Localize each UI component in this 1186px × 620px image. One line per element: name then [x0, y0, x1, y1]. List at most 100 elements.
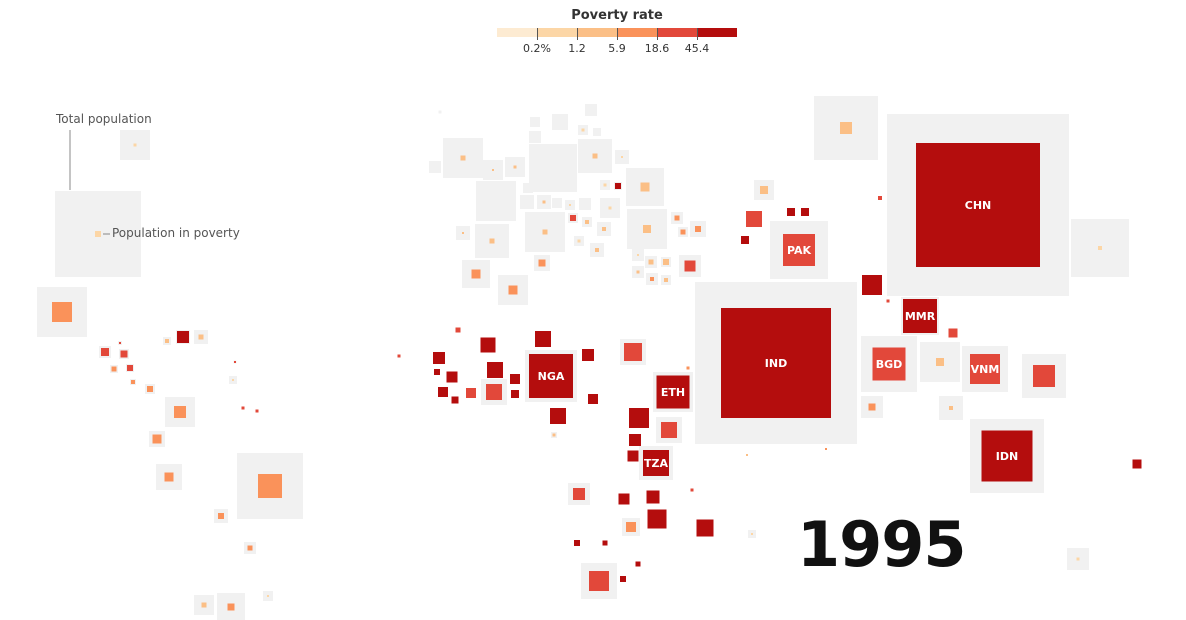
africa-country-poverty	[446, 371, 458, 383]
africa-country-poverty	[618, 493, 630, 505]
asia-country-poverty	[825, 448, 827, 450]
legend-tick	[657, 28, 658, 40]
asia-country-poverty	[1076, 557, 1080, 561]
asia-country-poverty	[1132, 459, 1142, 469]
europe-country-population	[476, 181, 516, 221]
asia-country-poverty	[741, 236, 749, 244]
poverty-rate-legend: Poverty rate 0.2% 1.2 5.9 18.6 45.4	[0, 0, 1186, 70]
europe-country-poverty	[492, 169, 494, 171]
europe-country-poverty	[664, 278, 668, 282]
europe-country-poverty	[570, 215, 576, 221]
legend-tick-label: 1.2	[568, 42, 586, 55]
europe-country-poverty	[513, 165, 517, 169]
legend-swatch-2	[577, 28, 617, 37]
legend-swatch-4	[657, 28, 697, 37]
africa-country-poverty	[510, 374, 520, 384]
americas-country-poverty	[255, 409, 259, 413]
total-population-label: Total population	[56, 112, 152, 126]
europe-country-poverty	[648, 259, 654, 265]
africa-country-poverty	[624, 343, 642, 361]
europe-country-poverty	[621, 156, 623, 158]
africa-country-poverty	[686, 366, 690, 370]
africa-country-poverty	[511, 390, 519, 398]
legend-tick-label: 18.6	[644, 42, 670, 55]
europe-country-population	[520, 195, 534, 209]
europe-country-population	[552, 114, 568, 130]
europe-country-population	[523, 183, 533, 193]
europe-country-population	[585, 104, 597, 116]
asia-country-poverty	[886, 299, 890, 303]
asia-country-poverty	[948, 328, 958, 338]
country-label-tza: TZA	[644, 457, 668, 470]
africa-country-poverty	[627, 450, 639, 462]
key-large-poverty	[95, 231, 101, 237]
country-pak-poverty	[783, 234, 815, 266]
country-tza-poverty	[643, 450, 669, 476]
africa-country-poverty	[602, 540, 608, 546]
europe-country-population	[593, 128, 601, 136]
country-label-pak: PAK	[787, 244, 812, 257]
americas-country-poverty	[164, 472, 174, 482]
americas-country-poverty	[258, 474, 282, 498]
europe-country-poverty	[508, 285, 518, 295]
americas-country-poverty	[232, 379, 234, 381]
europe-country-poverty	[615, 183, 621, 189]
americas-country-poverty	[119, 342, 121, 344]
country-label-eth: ETH	[661, 386, 685, 399]
country-label-mmr: MMR	[905, 310, 936, 323]
asia-country-poverty	[787, 208, 795, 216]
africa-country-poverty	[661, 422, 677, 438]
africa-country-poverty	[451, 396, 459, 404]
asia-country-poverty	[862, 275, 882, 295]
europe-country-poverty	[489, 238, 495, 244]
asia-country-poverty	[801, 208, 809, 216]
population-in-poverty-label: Population in poverty	[112, 226, 240, 240]
europe-country-population	[529, 131, 541, 143]
africa-country-poverty	[486, 384, 502, 400]
asia-country-poverty	[1098, 246, 1102, 250]
europe-country-poverty	[602, 227, 606, 231]
europe-country-poverty	[581, 128, 585, 132]
americas-country-poverty	[147, 386, 153, 392]
asia-country-poverty	[746, 454, 748, 456]
africa-country-poverty	[397, 354, 401, 358]
europe-country-population	[579, 198, 591, 210]
asia-country-poverty	[949, 406, 953, 410]
africa-country-poverty	[751, 533, 753, 535]
legend-swatch-0	[497, 28, 537, 37]
americas-country-poverty	[177, 331, 189, 343]
europe-country-poverty	[569, 204, 571, 206]
country-ind-poverty	[721, 308, 831, 418]
africa-country-poverty	[582, 349, 594, 361]
americas-country-poverty	[131, 380, 135, 384]
americas-country-poverty	[227, 603, 235, 611]
africa-country-poverty	[588, 394, 598, 404]
africa-country-poverty	[696, 519, 714, 537]
legend-tick-label: 5.9	[608, 42, 626, 55]
country-idn-poverty	[981, 430, 1033, 482]
europe-country-poverty	[650, 277, 654, 281]
europe-country-poverty	[462, 232, 464, 234]
legend-tick	[537, 28, 538, 40]
europe-country-poverty	[674, 215, 680, 221]
africa-country-poverty	[438, 387, 448, 397]
legend-swatch-3	[617, 28, 657, 37]
africa-country-poverty	[629, 408, 649, 428]
europe-country-poverty	[542, 229, 548, 235]
africa-country-poverty	[589, 571, 609, 591]
europe-country-poverty	[471, 269, 481, 279]
legend-tick	[697, 28, 698, 40]
americas-country-poverty	[234, 361, 236, 363]
legend-swatch-5	[697, 28, 737, 37]
africa-country-poverty	[629, 434, 641, 446]
europe-country-poverty	[637, 254, 639, 256]
asia-country-poverty	[1033, 365, 1055, 387]
africa-country-poverty	[535, 331, 551, 347]
americas-country-poverty	[101, 348, 109, 356]
key-small-poverty	[133, 143, 137, 147]
country-eth-poverty	[656, 375, 690, 409]
country-label-ind: IND	[765, 357, 787, 370]
legend-tick	[617, 28, 618, 40]
country-label-nga: NGA	[538, 370, 565, 383]
